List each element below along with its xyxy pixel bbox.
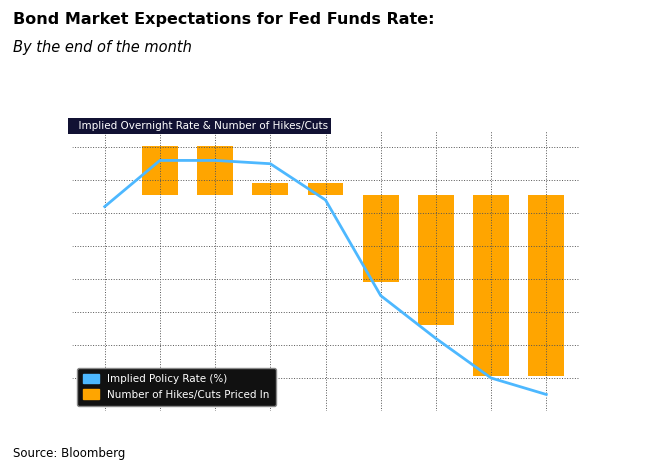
Y-axis label: Number of Hikes/Cuts Priced In: Number of Hikes/Cuts Priced In (618, 190, 628, 352)
Y-axis label: Implied Policy Rate (%): Implied Policy Rate (%) (31, 211, 40, 331)
Text: By the end of the month: By the end of the month (13, 40, 192, 55)
Bar (307, 184, 344, 195)
Legend: Implied Policy Rate (%), Number of Hikes/Cuts Priced In: Implied Policy Rate (%), Number of Hikes… (77, 368, 275, 406)
Text: Bond Market Expectations for Fed Funds Rate:: Bond Market Expectations for Fed Funds R… (13, 12, 434, 27)
Bar (142, 146, 178, 195)
Bar (529, 195, 564, 376)
Text: Implied Overnight Rate & Number of Hikes/Cuts: Implied Overnight Rate & Number of Hikes… (72, 121, 327, 131)
Bar (197, 146, 233, 195)
Bar (363, 195, 398, 282)
Bar (253, 184, 288, 195)
Text: Source: Bloomberg: Source: Bloomberg (13, 447, 126, 460)
Bar (418, 195, 454, 325)
Bar (473, 195, 509, 376)
